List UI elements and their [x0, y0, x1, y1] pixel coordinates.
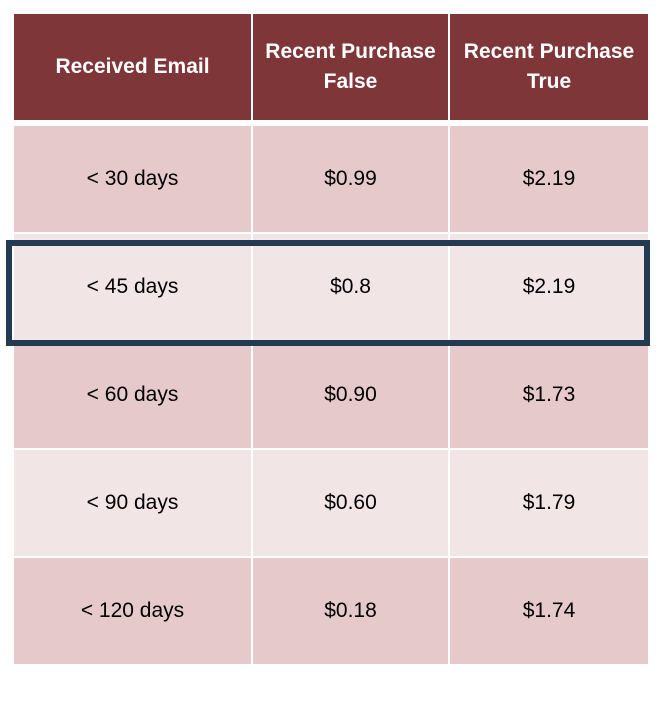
table-row: < 120 days $0.18 $1.74: [14, 556, 648, 664]
table-header-row: Received Email Recent Purchase False Rec…: [14, 14, 648, 120]
cell-received-email: < 30 days: [14, 120, 251, 232]
table-row: < 30 days $0.99 $2.19: [14, 120, 648, 232]
header-received-email: Received Email: [14, 14, 251, 120]
cell-recent-purchase-true: $1.79: [448, 448, 648, 556]
cell-recent-purchase-false: $0.60: [251, 448, 448, 556]
table-row: < 60 days $0.90 $1.73: [14, 340, 648, 448]
table-row: < 90 days $0.60 $1.79: [14, 448, 648, 556]
cell-recent-purchase-false: $0.99: [251, 120, 448, 232]
cell-received-email: < 120 days: [14, 556, 251, 664]
cell-recent-purchase-true: $2.19: [448, 120, 648, 232]
cell-received-email: < 60 days: [14, 340, 251, 448]
cell-recent-purchase-false: $0.8: [251, 232, 448, 340]
table-row: < 45 days $0.8 $2.19: [14, 232, 648, 340]
cell-recent-purchase-false: $0.90: [251, 340, 448, 448]
header-recent-purchase-true: Recent Purchase True: [448, 14, 648, 120]
cell-recent-purchase-true: $1.73: [448, 340, 648, 448]
cell-received-email: < 45 days: [14, 232, 251, 340]
pricing-table: Received Email Recent Purchase False Rec…: [14, 14, 648, 664]
cell-recent-purchase-true: $1.74: [448, 556, 648, 664]
header-recent-purchase-false: Recent Purchase False: [251, 14, 448, 120]
cell-received-email: < 90 days: [14, 448, 251, 556]
cell-recent-purchase-false: $0.18: [251, 556, 448, 664]
cell-recent-purchase-true: $2.19: [448, 232, 648, 340]
